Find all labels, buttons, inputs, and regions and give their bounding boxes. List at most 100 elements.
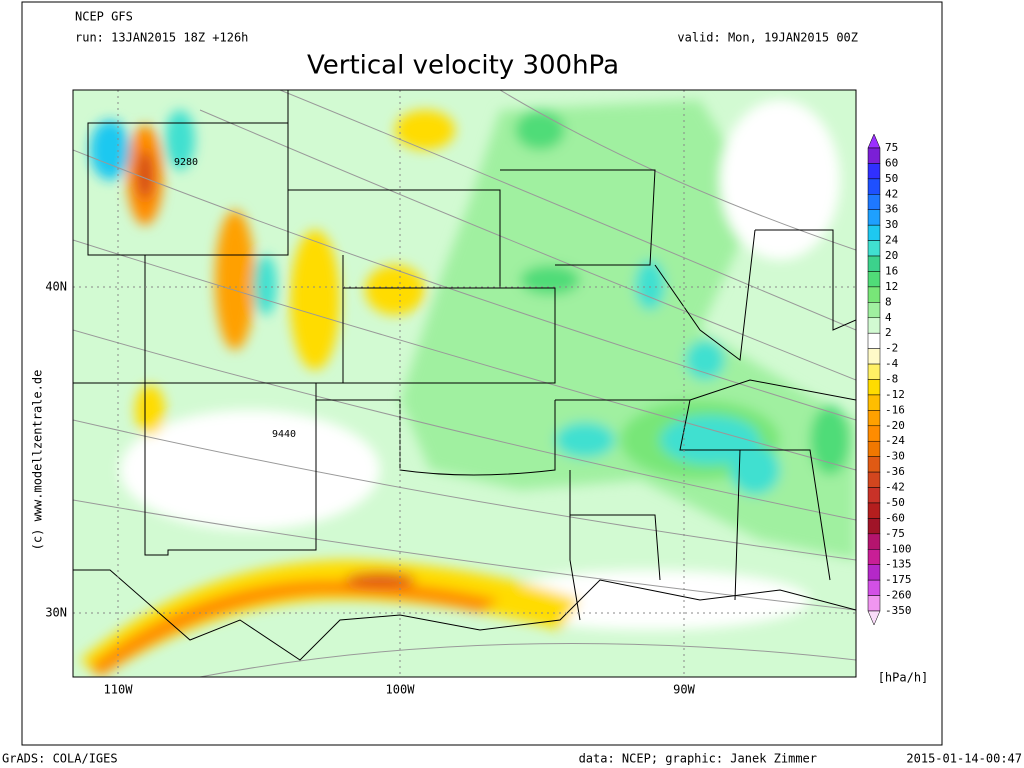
colorbar-swatch — [867, 518, 881, 535]
blob — [120, 410, 380, 530]
blob — [730, 445, 780, 495]
colorbar-label: 50 — [885, 172, 898, 185]
blob — [810, 405, 850, 475]
blob — [685, 340, 725, 380]
blob — [80, 560, 580, 677]
colorbar-label: -135 — [885, 558, 912, 571]
colorbar-swatch — [867, 332, 881, 349]
blob — [90, 120, 130, 180]
colorbar-label: -12 — [885, 388, 905, 401]
run-info: run: 13JAN2015 18Z +126h — [75, 31, 248, 45]
copyright: (c) www.modellzentrale.de — [31, 370, 45, 551]
colorbar-swatch — [867, 363, 881, 380]
colorbar-label: -2 — [885, 342, 898, 355]
colorbar-label: -175 — [885, 573, 912, 586]
blob — [90, 580, 500, 677]
colorbar-label: -350 — [885, 604, 912, 617]
lat-label: 40N — [45, 280, 67, 294]
colorbar-swatch — [867, 456, 881, 473]
colorbar-swatch — [867, 209, 881, 226]
blob — [215, 210, 255, 350]
colorbar-arrow — [867, 133, 881, 149]
colorbar-swatch — [867, 502, 881, 519]
colorbar-label: -60 — [885, 511, 905, 524]
streamlines — [73, 90, 856, 677]
blob — [720, 100, 840, 260]
colorbar-swatch — [867, 302, 881, 319]
colorbar-label: -4 — [885, 357, 899, 370]
unit-label: [hPa/h] — [878, 671, 929, 685]
valid-info: valid: Mon, 19JAN2015 00Z — [677, 31, 858, 45]
colorbar-label: -36 — [885, 465, 905, 478]
colorbar-swatch — [867, 549, 881, 565]
colorbar-label: 8 — [885, 295, 892, 308]
model: NCEP GFS — [75, 10, 133, 24]
blob — [515, 110, 565, 150]
colorbar-label: 30 — [885, 218, 898, 231]
blob — [290, 230, 340, 370]
colorbar-label: 24 — [885, 234, 899, 247]
colorbar-swatch — [867, 595, 881, 612]
colorbar-label: 4 — [885, 311, 892, 324]
colorbar-label: 75 — [885, 141, 898, 154]
colorbar-swatch — [867, 394, 881, 411]
colorbar-swatch — [867, 471, 881, 488]
colorbar-label: 2 — [885, 326, 892, 339]
colorbar-label: -16 — [885, 403, 905, 416]
colorbar-swatch — [867, 410, 881, 427]
lon-label: 90W — [673, 683, 695, 697]
footer-center: data: NCEP; graphic: Janek Zimmer — [579, 752, 817, 766]
colorbar-label: 12 — [885, 280, 898, 293]
map-title: Vertical velocity 300hPa — [307, 51, 619, 81]
colorbar-label: -30 — [885, 450, 905, 463]
blob — [345, 572, 415, 588]
colorbar-arrow — [867, 610, 881, 626]
colorbar-swatch — [867, 425, 881, 442]
lat-label: 30N — [45, 606, 67, 620]
colorbar-label: -260 — [885, 589, 912, 602]
colorbar-swatch — [867, 440, 881, 457]
colorbar-label: -50 — [885, 496, 905, 509]
colorbar-swatch — [867, 194, 881, 210]
blob — [555, 422, 615, 458]
colorbar-swatch — [867, 317, 881, 334]
colorbar-swatch — [867, 147, 881, 164]
footer-right: 2015-01-14-00:47 — [906, 752, 1022, 766]
borders — [73, 90, 856, 661]
colorbar-swatch — [867, 379, 881, 396]
colorbar-swatch — [867, 271, 881, 288]
colorbar-label: 42 — [885, 187, 898, 200]
map-frame — [72, 89, 857, 678]
colorbar-swatch — [867, 163, 881, 180]
colorbar-label: 36 — [885, 203, 898, 216]
blob — [635, 260, 665, 310]
colorbar-label: 16 — [885, 264, 898, 277]
colorbar-label: 60 — [885, 156, 898, 169]
colorbar-swatch — [867, 240, 881, 257]
blob — [365, 265, 425, 315]
colorbar: 75605042363024201612842-2-4-8-12-16-20-2… — [867, 133, 912, 626]
lon-label: 100W — [386, 683, 416, 697]
contour-label: 9280 — [174, 157, 198, 168]
contour-label: 9440 — [272, 429, 296, 440]
colorbar-swatch — [867, 579, 881, 596]
colorbar-label: -20 — [885, 419, 905, 432]
colorbar-label: -8 — [885, 373, 898, 386]
lon-label: 110W — [104, 683, 134, 697]
colorbar-swatch — [867, 487, 881, 504]
colorbar-label: 20 — [885, 249, 898, 262]
colorbar-label: -42 — [885, 481, 905, 494]
colorbar-swatch — [867, 178, 881, 195]
colorbar-label: -75 — [885, 527, 905, 540]
blob — [135, 385, 165, 435]
footer-left: GrADS: COLA/IGES — [2, 752, 118, 766]
colorbar-label: -24 — [885, 434, 905, 447]
blob — [395, 110, 455, 150]
frame — [21, 1, 943, 746]
blob — [165, 110, 195, 170]
colorbar-swatch — [867, 286, 881, 303]
colorbar-swatch — [867, 255, 881, 272]
colorbar-swatch — [867, 564, 881, 581]
colorbar-label: -100 — [885, 542, 912, 555]
